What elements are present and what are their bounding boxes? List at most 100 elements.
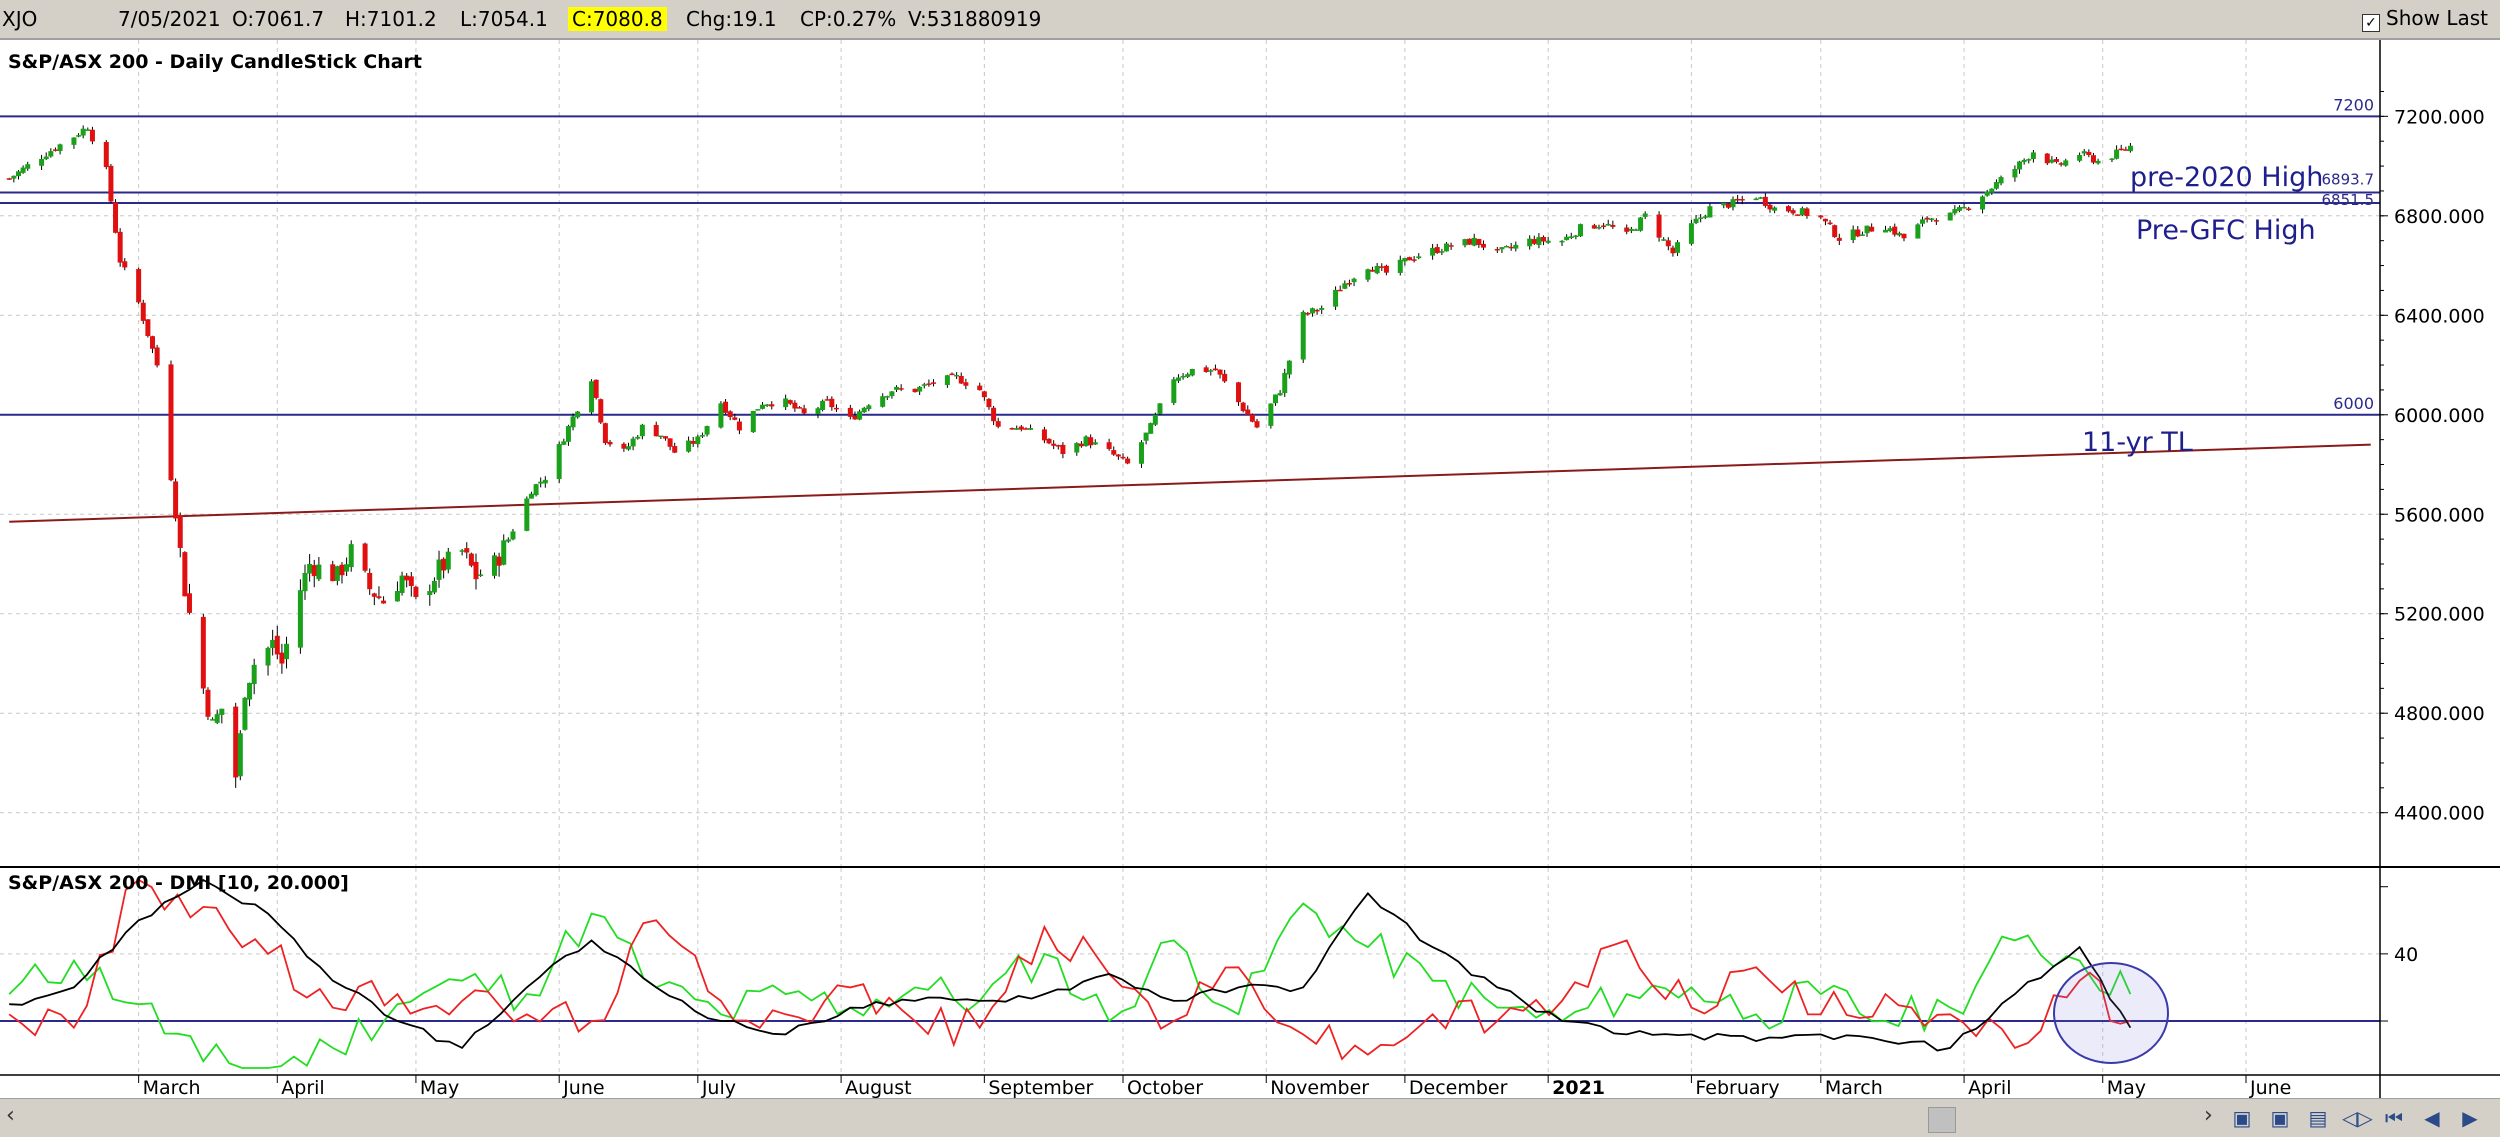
candle: [1799, 206, 1805, 216]
candle: [852, 411, 858, 420]
candle: [1055, 444, 1061, 450]
candle: [1656, 211, 1662, 242]
candle: [76, 133, 82, 138]
candle: [1277, 390, 1283, 396]
candle: [2077, 152, 2083, 163]
candle: [690, 437, 696, 447]
candle: [431, 577, 437, 595]
candle: [1984, 189, 1990, 197]
low-value: L:7054.1: [460, 7, 548, 31]
candle: [2123, 146, 2129, 151]
zoom-fit-icon[interactable]: ▤: [2308, 1106, 2328, 1130]
pan-both-icon[interactable]: ◁▷: [2342, 1106, 2373, 1130]
x-tick-label: July: [701, 1077, 736, 1098]
candle: [2063, 158, 2069, 167]
candle: [1869, 223, 1875, 232]
next-icon[interactable]: ▶: [2462, 1106, 2478, 1130]
chart-svg: 7200 6893.7 6851.5 6000 11-yr TL 7200.000 68…: [0, 40, 2500, 1098]
candle: [861, 406, 867, 413]
candle: [200, 613, 206, 694]
candle: [1541, 235, 1547, 246]
change-pct-value: CP:0.27%: [800, 7, 897, 31]
x-tick-label: September: [988, 1077, 1093, 1098]
candle: [1952, 205, 1958, 215]
candle: [921, 382, 927, 389]
candle: [1670, 245, 1676, 257]
candle: [1185, 372, 1191, 378]
candle: [538, 477, 544, 488]
candle: [1633, 228, 1639, 231]
candle: [699, 432, 705, 438]
candle: [491, 552, 497, 579]
ohlc-info-bar: XJO 7/05/2021 O:7061.7 H:7101.2 L:7054.1…: [0, 0, 2500, 40]
candle: [1855, 225, 1861, 238]
candle: [533, 483, 539, 497]
dmi-lines: [8, 878, 2132, 1069]
candle: [1370, 266, 1376, 272]
candle: [977, 382, 983, 391]
candle: [1795, 214, 1801, 216]
change-value: Chg:19.1: [686, 7, 777, 31]
x-tick-label: August: [845, 1077, 912, 1098]
candle: [1023, 427, 1029, 430]
candle: [1508, 242, 1514, 251]
candles-layer: [6, 125, 2133, 788]
candle: [2054, 156, 2060, 164]
candle: [381, 596, 387, 604]
go-first-icon[interactable]: ⏮: [2385, 1106, 2403, 1130]
candle: [1591, 223, 1597, 229]
candle: [1693, 214, 1699, 225]
candle: [704, 425, 710, 437]
zoom-out-icon[interactable]: ▣: [2270, 1106, 2290, 1130]
candle: [1661, 237, 1667, 242]
dmi-series-ADX: [9, 878, 2132, 1052]
candle: [48, 148, 54, 158]
candle: [205, 687, 211, 721]
candle: [889, 391, 895, 399]
candle: [653, 421, 659, 437]
candle: [1125, 456, 1131, 465]
candle: [1568, 232, 1574, 240]
show-last-checkbox[interactable]: ✓ Show Last: [2362, 6, 2488, 32]
scroll-left-icon[interactable]: ‹: [6, 1103, 15, 1128]
candle: [1111, 446, 1117, 456]
candle: [1217, 369, 1223, 379]
prev-icon[interactable]: ◀: [2424, 1106, 2440, 1130]
candle: [1624, 224, 1630, 235]
candle: [1337, 285, 1343, 292]
candle: [1956, 205, 1962, 213]
candle: [866, 404, 872, 412]
candle: [478, 569, 484, 577]
candle: [732, 413, 738, 421]
candle: [316, 557, 322, 582]
candle: [1171, 376, 1177, 406]
candle: [237, 730, 243, 781]
candle: [2109, 158, 2115, 163]
candle: [635, 435, 641, 440]
candle: [270, 629, 276, 656]
candle: [792, 400, 798, 412]
candle: [367, 568, 373, 595]
price-grid: [0, 40, 2380, 866]
candle: [113, 199, 119, 234]
candle: [1605, 219, 1611, 226]
candle: [2021, 158, 2027, 165]
scroll-right-icon[interactable]: ›: [2204, 1103, 2213, 1128]
candle: [1790, 208, 1796, 216]
candle: [1060, 442, 1066, 459]
candle: [1628, 226, 1634, 234]
candle: [1041, 426, 1047, 444]
candle: [1443, 241, 1449, 252]
level-label: 6851.5: [2322, 191, 2375, 209]
candle: [1268, 403, 1274, 429]
candle: [1818, 214, 1824, 219]
zoom-in-icon[interactable]: ▣: [2232, 1106, 2252, 1130]
candle: [1864, 225, 1870, 237]
candle: [1342, 280, 1348, 290]
candle: [279, 643, 285, 674]
candle: [833, 404, 839, 413]
candle: [1919, 216, 1925, 227]
scroll-thumb[interactable]: [1928, 1107, 1956, 1133]
checkbox-check-icon[interactable]: ✓: [2362, 14, 2381, 32]
candle: [981, 390, 987, 401]
